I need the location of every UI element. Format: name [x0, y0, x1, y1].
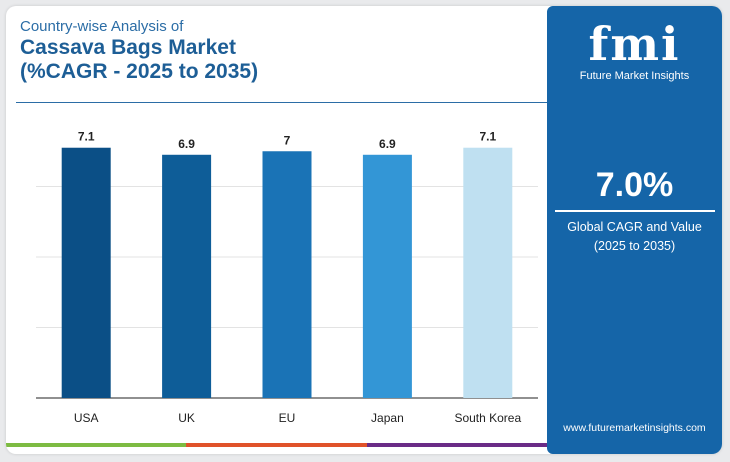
x-tick-label: Japan [371, 411, 404, 425]
kpi-label-line-1: Global CAGR and Value [567, 220, 702, 234]
bar [362, 154, 412, 398]
bar-chart: 7.1 USA 6.9 UK 7 EU 6.9 Japan 7.1 South Korea [36, 130, 538, 425]
bar [262, 151, 312, 398]
x-tick-label: USA [74, 411, 99, 425]
infographic-card: Country-wise Analysis of Cassava Bags Ma… [6, 6, 722, 454]
bar [162, 154, 212, 398]
title-line-3: (%CAGR - 2025 to 2035) [20, 60, 259, 83]
x-tick-label: EU [279, 411, 296, 425]
bottom-color-strip [6, 443, 547, 447]
data-label: 7.1 [78, 130, 95, 144]
fmi-logo: fmi Future Market Insights [547, 18, 722, 82]
kpi-label-line-2: (2025 to 2035) [593, 239, 676, 253]
website-link[interactable]: www.futuremarketinsights.com [563, 422, 706, 434]
title-divider [16, 102, 550, 103]
strip-green [6, 443, 187, 447]
summary-panel: fmi Future Market Insights 7.0% Global C… [547, 6, 722, 454]
logo-mark: fmi [588, 17, 681, 71]
data-label: 7 [284, 133, 291, 147]
title-line-2: Cassava Bags Market [20, 36, 236, 59]
strip-orange [186, 443, 367, 447]
data-label: 7.1 [479, 130, 496, 144]
data-label: 6.9 [178, 137, 195, 151]
data-label: 6.9 [379, 137, 396, 151]
brand-name: Future Market Insights [579, 70, 690, 82]
x-tick-label: UK [178, 411, 195, 425]
kpi-divider [555, 210, 715, 212]
bar [463, 147, 513, 398]
x-tick-label: South Korea [454, 411, 521, 425]
bar [61, 147, 111, 398]
global-cagr-value: 7.0% [595, 166, 674, 204]
title-block: Country-wise Analysis of Cassava Bags Ma… [20, 18, 258, 84]
title-line-1: Country-wise Analysis of [20, 18, 184, 35]
kpi-label: Global CAGR and Value (2025 to 2035) [547, 218, 722, 256]
strip-purple [366, 443, 547, 447]
